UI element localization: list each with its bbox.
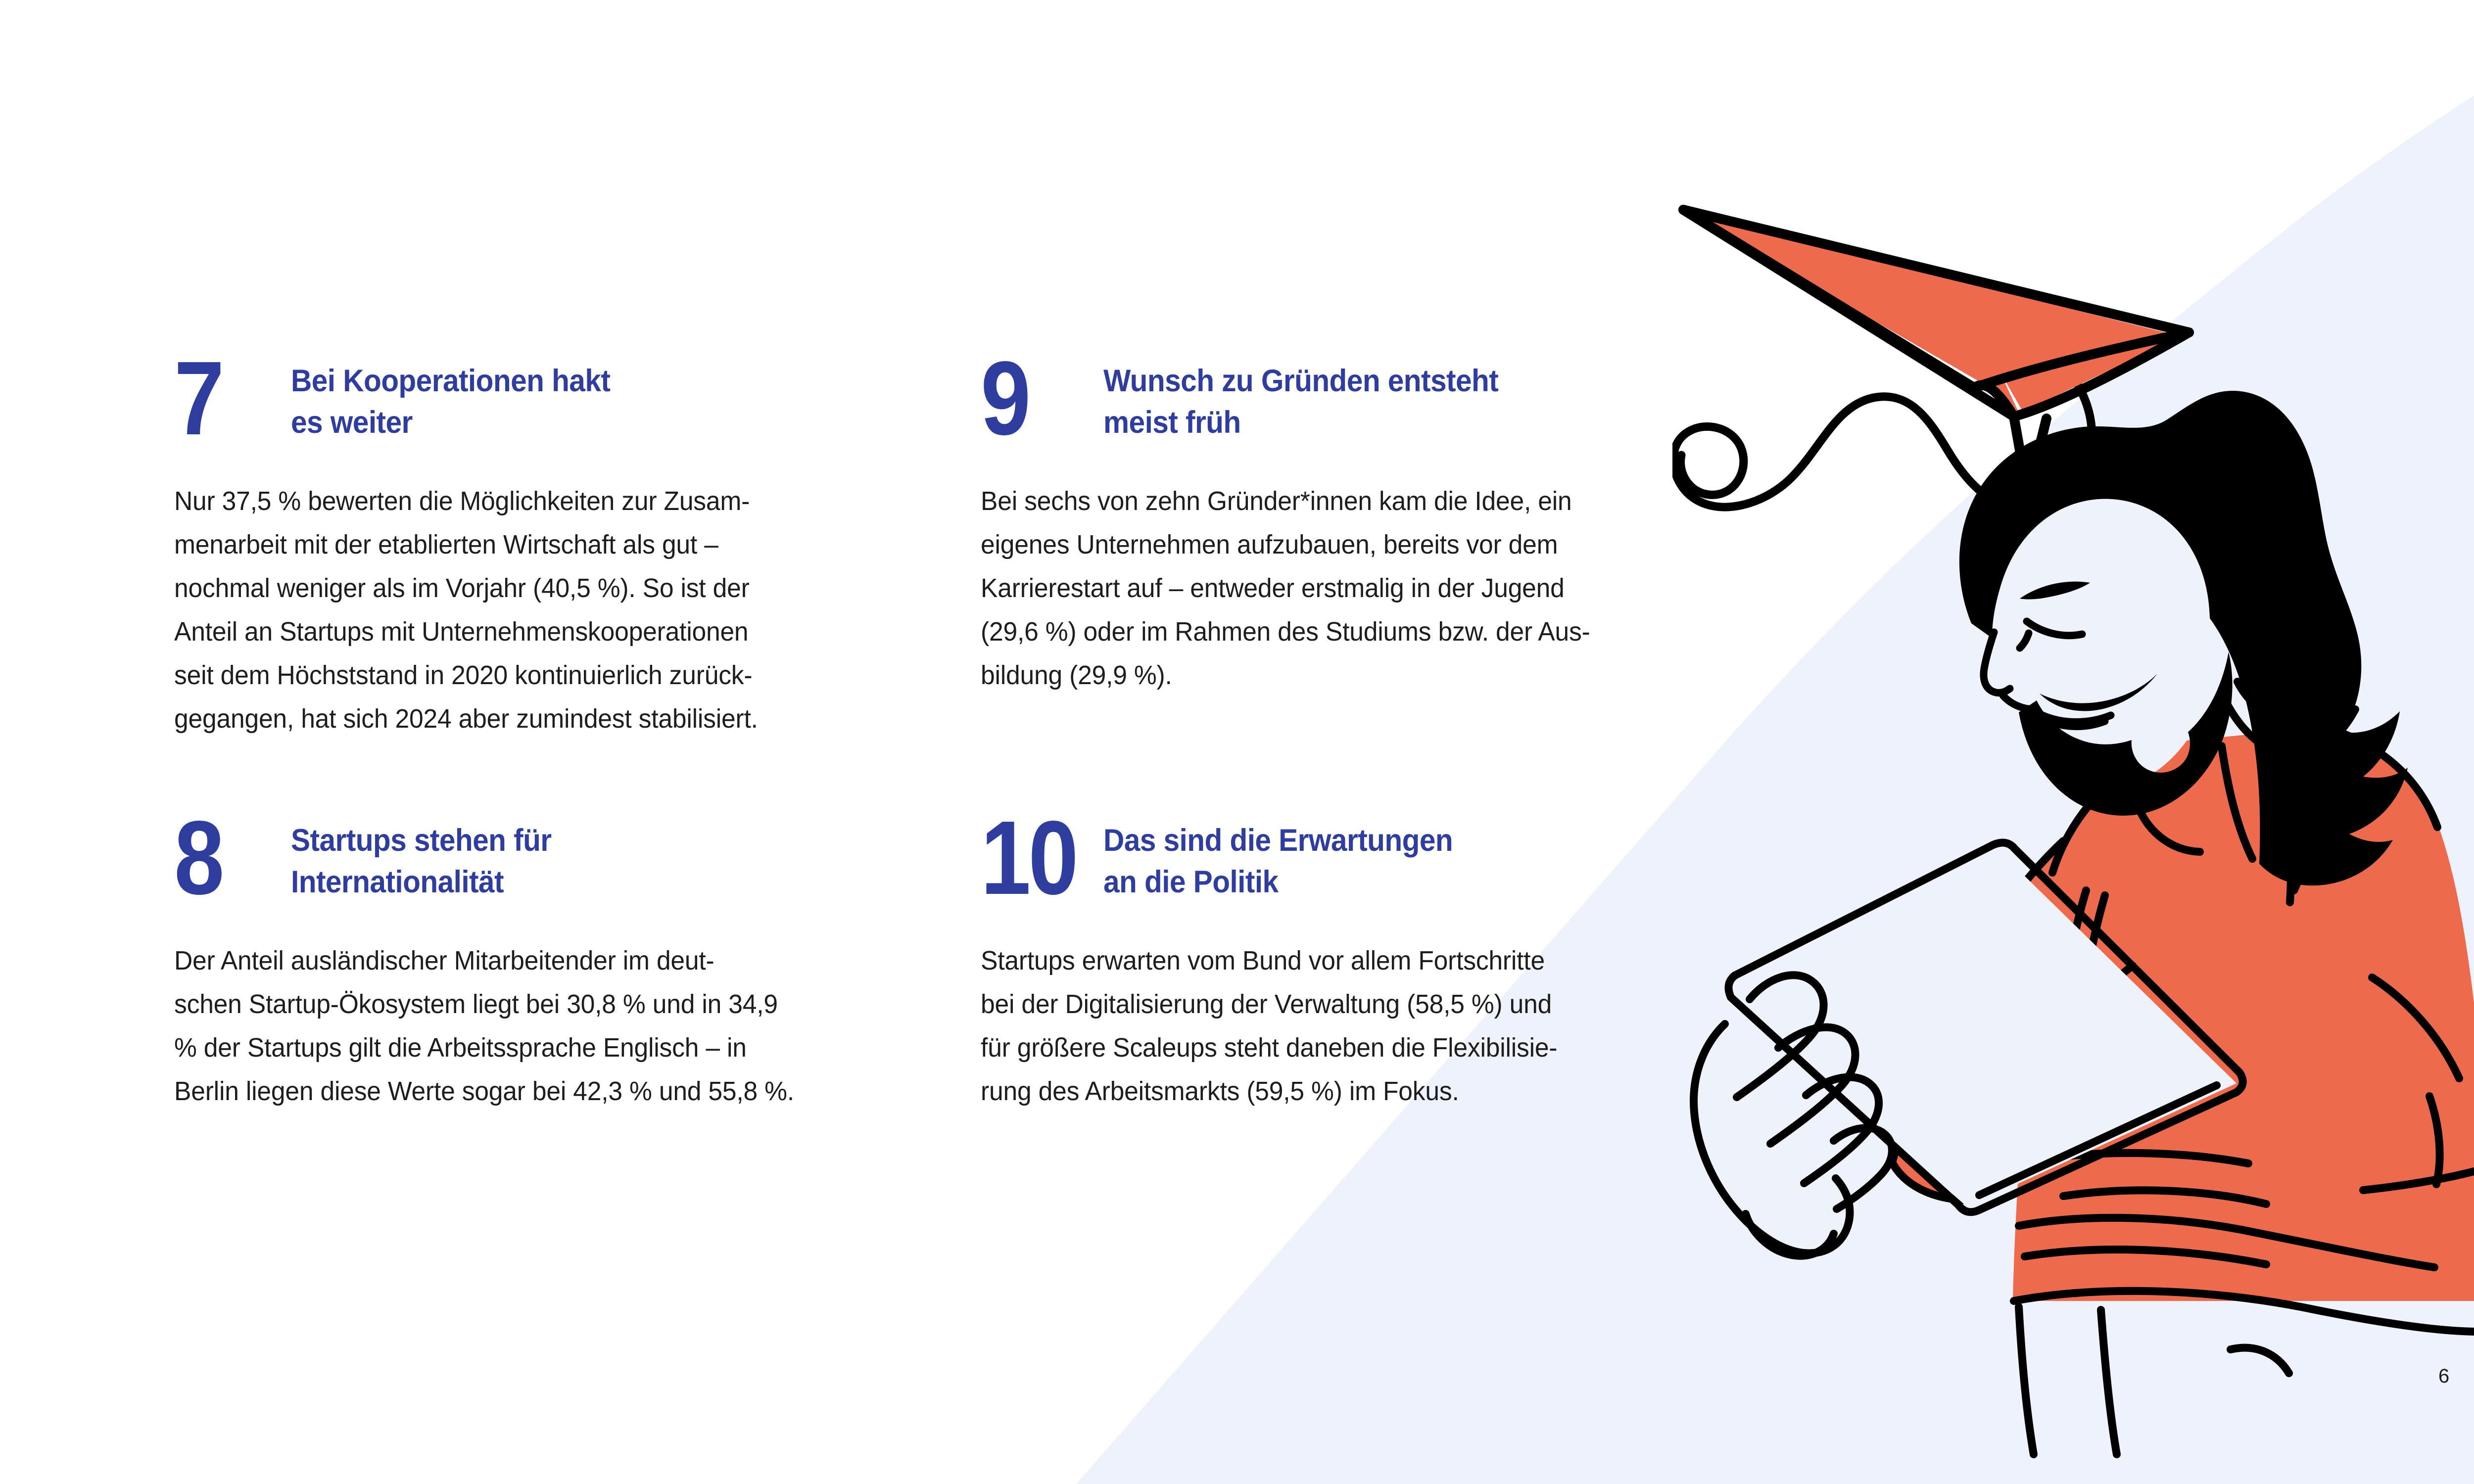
fact-body: Bei sechs von zehn Gründer*innen kam die… bbox=[981, 486, 1590, 690]
fact-number: 7 bbox=[174, 339, 224, 457]
fact-heading: 9 Wunsch zu Gründen entsteht meist früh bbox=[981, 339, 1713, 457]
fact-title: Das sind die Erwartungen an die Politik bbox=[1103, 823, 1453, 900]
fact-block-9: 9 Wunsch zu Gründen entsteht meist früh … bbox=[981, 339, 1713, 741]
illustration-man-with-tablet bbox=[1672, 205, 2474, 1458]
page-number: 6 bbox=[2438, 1365, 2450, 1387]
fact-body: Der Anteil ausländischer Mitarbeitender … bbox=[174, 945, 794, 1106]
tablet-device bbox=[1724, 838, 2247, 1216]
person-body bbox=[1888, 678, 2474, 1458]
fact-number: 10 bbox=[981, 798, 1079, 916]
fact-heading: 8 Startups stehen für Internationalität bbox=[174, 798, 906, 916]
fact-block-10: 10 Das sind die Erwartungen an die Polit… bbox=[981, 798, 1713, 1113]
fact-block-8: 8 Startups stehen für Internationalität … bbox=[174, 798, 906, 1113]
fact-block-7: 7 Bei Kooperationen hakt es weiter Nur 3… bbox=[174, 339, 906, 741]
fact-body: Startups erwarten vom Bund vor allem For… bbox=[981, 945, 1558, 1106]
facts-grid: 7 Bei Kooperationen hakt es weiter Nur 3… bbox=[174, 339, 1713, 1113]
fact-heading: 10 Das sind die Erwartungen an die Polit… bbox=[981, 798, 1713, 916]
fact-heading: 7 Bei Kooperationen hakt es weiter bbox=[174, 339, 906, 457]
fact-number: 8 bbox=[174, 798, 224, 916]
fact-body: Nur 37,5 % bewerten die Möglichkeiten zu… bbox=[174, 486, 758, 734]
person-head bbox=[1959, 391, 2408, 886]
fact-title: Startups stehen für Internationalität bbox=[291, 823, 552, 900]
fact-title: Bei Kooperationen hakt es weiter bbox=[291, 364, 611, 440]
fact-number: 9 bbox=[981, 339, 1031, 457]
fact-title: Wunsch zu Gründen entsteht meist früh bbox=[1103, 364, 1499, 440]
